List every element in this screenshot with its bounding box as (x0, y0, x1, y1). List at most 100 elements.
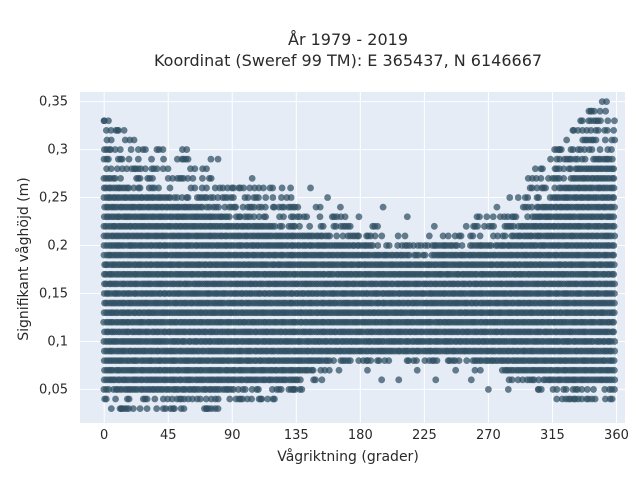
data-point (364, 366, 371, 374)
data-point (250, 213, 258, 221)
data-point (136, 405, 144, 413)
data-point (262, 213, 270, 221)
data-point (610, 222, 618, 230)
data-point (123, 165, 131, 173)
data-point (455, 357, 463, 365)
data-point (180, 405, 188, 413)
data-point (226, 395, 234, 403)
data-point (610, 318, 618, 326)
data-point (116, 146, 124, 153)
data-point (162, 405, 170, 413)
y-tick-label: 0,2 (47, 239, 68, 254)
data-point (255, 213, 263, 221)
data-point (611, 347, 619, 355)
data-point (611, 117, 618, 125)
data-point (535, 194, 543, 201)
data-point (125, 395, 133, 403)
data-point (610, 213, 618, 221)
data-point (611, 338, 619, 345)
data-point (202, 395, 210, 403)
data-point (209, 194, 217, 201)
data-point (341, 213, 349, 221)
data-point (107, 126, 115, 134)
data-point (610, 328, 618, 336)
data-point (335, 366, 343, 374)
data-point (610, 251, 618, 259)
data-point (105, 155, 112, 163)
data-point (257, 395, 265, 403)
x-axis-label: Vågriktning (grader) (277, 448, 419, 465)
data-point (452, 366, 460, 374)
data-point (230, 184, 238, 192)
data-point (610, 165, 618, 173)
data-point (230, 194, 237, 201)
data-point (489, 213, 497, 221)
data-point (611, 386, 618, 393)
data-point (151, 395, 159, 403)
data-point (278, 184, 286, 192)
data-point (570, 395, 578, 403)
data-point (476, 232, 484, 240)
data-point (556, 146, 563, 153)
data-point (113, 165, 121, 173)
data-point (306, 222, 314, 230)
data-point (278, 222, 286, 230)
data-point (214, 155, 222, 163)
x-tick-label: 315 (540, 428, 565, 443)
data-point (534, 386, 542, 393)
data-point (463, 357, 471, 365)
data-point (230, 386, 237, 393)
data-point (493, 203, 501, 211)
data-point (198, 174, 206, 182)
data-point (107, 136, 115, 144)
x-tick-label: 225 (412, 428, 437, 443)
data-point (125, 184, 133, 192)
data-point (578, 117, 586, 125)
data-point (531, 165, 539, 173)
data-point (166, 184, 174, 192)
data-point (168, 395, 176, 403)
data-point (553, 395, 561, 403)
data-point (457, 232, 465, 240)
data-point (433, 357, 441, 365)
data-point (214, 194, 222, 201)
data-point (610, 194, 618, 201)
data-point (611, 299, 618, 307)
data-point (473, 213, 481, 221)
data-point (191, 184, 199, 192)
data-point (524, 194, 532, 201)
data-point (395, 376, 403, 384)
data-point (287, 184, 295, 192)
data-point (277, 386, 285, 393)
data-point (239, 203, 247, 211)
data-point (189, 395, 196, 403)
data-point (214, 395, 222, 403)
data-point (508, 376, 516, 384)
data-point (244, 194, 252, 201)
data-point (107, 165, 115, 173)
data-point (432, 376, 440, 384)
data-point (610, 126, 618, 134)
data-point (385, 242, 393, 249)
data-point (547, 155, 554, 163)
data-point (324, 194, 331, 201)
data-point (259, 184, 267, 192)
data-point (264, 395, 272, 403)
data-point (611, 232, 619, 240)
data-point (248, 386, 256, 393)
data-point (346, 357, 354, 365)
data-point (610, 242, 618, 249)
data-point (603, 98, 610, 105)
data-point (603, 126, 611, 134)
data-point (312, 376, 319, 384)
data-point (215, 203, 222, 211)
data-point (610, 309, 618, 317)
data-point (196, 395, 204, 403)
data-point (134, 155, 142, 163)
y-tick-label: 0,15 (39, 286, 68, 301)
data-point (125, 155, 133, 163)
data-point (378, 376, 386, 384)
data-point (203, 184, 210, 192)
data-point (553, 386, 561, 393)
